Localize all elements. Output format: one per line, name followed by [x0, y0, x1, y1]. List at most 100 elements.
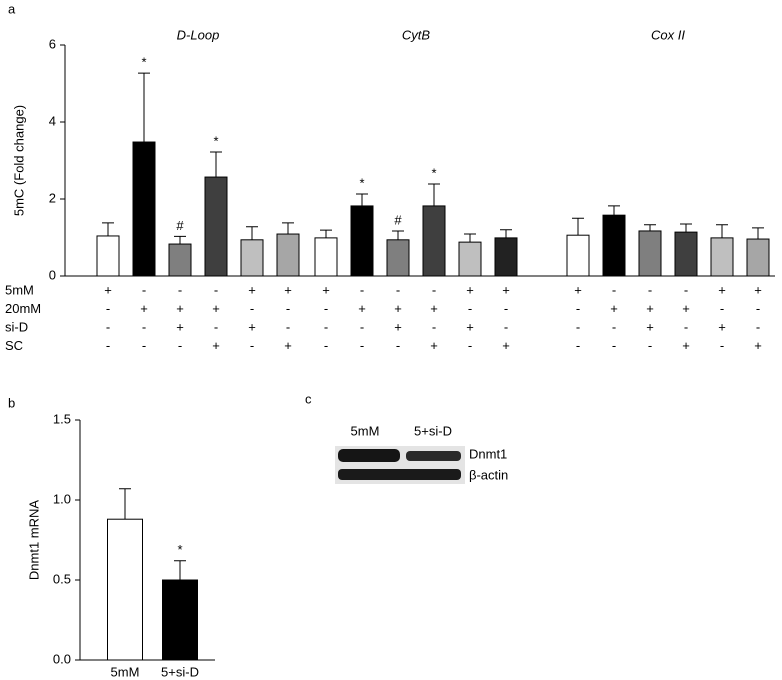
- treatment-sign: +: [104, 282, 112, 297]
- treatment-sign: +: [212, 301, 220, 316]
- treatment-label: 20mM: [5, 301, 41, 316]
- x-tick-label: 5mM: [111, 664, 140, 679]
- error-bar: [464, 233, 476, 243]
- group-label: Cox II: [651, 27, 685, 42]
- bar: [204, 176, 228, 277]
- bar: [602, 214, 626, 277]
- treatment-sign: +: [140, 301, 148, 316]
- y-tick-label: 0: [49, 267, 56, 282]
- blot-band: [338, 449, 400, 462]
- treatment-sign: +: [430, 301, 438, 316]
- treatment-sign: -: [250, 338, 254, 353]
- error-bar: [392, 230, 404, 240]
- treatment-sign: +: [466, 319, 474, 334]
- bar: [240, 239, 264, 277]
- treatment-sign: +: [284, 338, 292, 353]
- treatment-sign: -: [178, 338, 182, 353]
- treatment-sign: +: [682, 338, 690, 353]
- error-bar: [119, 488, 131, 520]
- treatment-sign: +: [394, 319, 402, 334]
- bar: [674, 231, 698, 277]
- bar: [638, 230, 662, 277]
- treatment-sign: -: [720, 301, 724, 316]
- panel-label: b: [8, 395, 15, 410]
- bar: [96, 235, 120, 277]
- treatment-sign: -: [432, 319, 436, 334]
- y-axis-label: 5mC (Fold change): [11, 105, 26, 216]
- treatment-sign: -: [250, 301, 254, 316]
- treatment-sign: -: [720, 338, 724, 353]
- y-tick-label: 4: [49, 113, 56, 128]
- treatment-sign: +: [502, 338, 510, 353]
- y-tick-label: 1.0: [53, 491, 71, 506]
- treatment-sign: -: [142, 319, 146, 334]
- treatment-sign: -: [432, 282, 436, 297]
- bar: [566, 234, 590, 277]
- treatment-sign: -: [612, 338, 616, 353]
- y-axis-label: Dnmt1 mRNA: [26, 500, 41, 581]
- treatment-label: si-D: [5, 319, 28, 334]
- treatment-sign: +: [718, 282, 726, 297]
- significance-mark: #: [394, 212, 402, 227]
- treatment-sign: -: [504, 319, 508, 334]
- treatment-sign: +: [430, 338, 438, 353]
- treatment-sign: -: [396, 282, 400, 297]
- treatment-sign: +: [574, 282, 582, 297]
- treatment-sign: -: [576, 319, 580, 334]
- treatment-sign: +: [610, 301, 618, 316]
- bar: [386, 239, 410, 277]
- treatment-sign: -: [360, 338, 364, 353]
- error-bar: [680, 223, 692, 233]
- treatment-sign: -: [324, 338, 328, 353]
- treatment-sign: -: [286, 319, 290, 334]
- treatment-sign: -: [286, 301, 290, 316]
- error-bar: [282, 222, 294, 235]
- error-bar: [210, 151, 222, 178]
- treatment-sign: -: [684, 319, 688, 334]
- panel-label: a: [8, 1, 16, 16]
- treatment-sign: -: [214, 319, 218, 334]
- treatment-sign: +: [682, 301, 690, 316]
- treatment-sign: -: [142, 282, 146, 297]
- significance-mark: *: [177, 542, 182, 557]
- treatment-sign: +: [176, 301, 184, 316]
- treatment-sign: -: [612, 282, 616, 297]
- group-label: CytB: [402, 27, 431, 42]
- error-bar: [572, 217, 584, 236]
- treatment-sign: +: [394, 301, 402, 316]
- treatment-sign: +: [176, 319, 184, 334]
- error-bar: [356, 193, 368, 206]
- band-label: Dnmt1: [469, 446, 507, 461]
- bar: [168, 243, 192, 277]
- treatment-sign: -: [142, 338, 146, 353]
- treatment-sign: +: [646, 319, 654, 334]
- significance-mark: #: [176, 218, 184, 233]
- y-tick-label: 2: [49, 190, 56, 205]
- error-bar: [320, 229, 332, 238]
- western-blot: 5mM 5+si-D Dnmt1 β-actin: [335, 423, 508, 484]
- blot-band: [338, 469, 461, 480]
- treatment-sign: +: [248, 282, 256, 297]
- treatment-sign: +: [754, 338, 762, 353]
- treatment-sign: -: [106, 301, 110, 316]
- bar: [276, 233, 300, 277]
- error-bar: [716, 224, 728, 238]
- bar: [350, 205, 374, 277]
- treatment-sign: +: [212, 338, 220, 353]
- treatment-sign: -: [360, 319, 364, 334]
- panel-label: c: [305, 391, 312, 406]
- lane-label: 5mM: [351, 423, 380, 438]
- error-bar: [102, 222, 114, 236]
- treatment-sign: -: [756, 319, 760, 334]
- error-bar: [500, 229, 512, 238]
- x-tick-label: 5+si-D: [161, 664, 199, 679]
- error-bar: [608, 205, 620, 216]
- treatment-label: 5mM: [5, 282, 34, 297]
- treatment-sign: -: [324, 301, 328, 316]
- treatment-sign: -: [468, 338, 472, 353]
- treatment-sign: -: [360, 282, 364, 297]
- treatment-sign: -: [324, 319, 328, 334]
- error-bar: [174, 235, 186, 245]
- error-bar: [174, 560, 186, 580]
